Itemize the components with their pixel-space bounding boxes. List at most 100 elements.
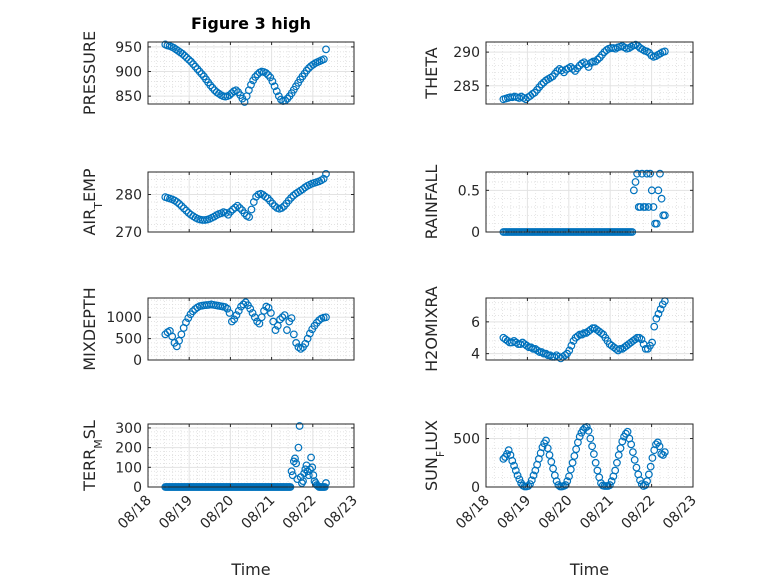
data-point: [573, 332, 582, 341]
y-tick-label: 950: [115, 40, 142, 56]
axis-ticks: [147, 42, 355, 104]
data-point: [322, 45, 330, 54]
data-point: [175, 199, 184, 208]
data-point: [182, 53, 191, 62]
y-axis-label-tail: EMP: [80, 168, 99, 202]
data-series: [161, 298, 330, 353]
data-point: [654, 309, 663, 318]
data-point: [650, 322, 659, 331]
data-point: [246, 304, 255, 313]
data-point: [660, 211, 669, 220]
data-point: [629, 186, 638, 195]
data-point: [633, 169, 642, 178]
y-tick-label: 6: [471, 315, 480, 331]
data-point: [504, 446, 513, 455]
data-point: [557, 66, 566, 75]
y-tick-label: 500: [115, 332, 142, 348]
subplot-8: 0 500 SUNFLUX: [422, 420, 694, 496]
data-point: [319, 174, 328, 183]
data-point: [206, 81, 215, 90]
data-point: [308, 463, 317, 472]
axes-box: [485, 423, 694, 488]
data-point: [287, 467, 296, 476]
y-tick-label: 300: [115, 421, 142, 437]
data-point: [245, 213, 254, 221]
data-point: [646, 169, 655, 178]
data-point: [641, 481, 650, 489]
axes-box: [485, 171, 694, 233]
subplot-1: 850 900 950 PRESSURE: [80, 31, 355, 115]
data-point: [537, 348, 546, 356]
data-point: [593, 55, 602, 64]
data-point: [515, 475, 524, 484]
y-tick-label: 4: [471, 347, 480, 363]
data-point: [538, 443, 547, 452]
data-point: [572, 445, 581, 454]
y-tick-label: 0: [471, 225, 480, 241]
y-tick-label: 500: [453, 432, 480, 448]
data-point: [253, 317, 262, 326]
data-point: [193, 65, 202, 73]
data-series: [499, 297, 669, 363]
data-point: [178, 49, 187, 58]
data-point: [656, 305, 665, 314]
data-point: [283, 94, 292, 103]
y-tick-label: 0.5: [458, 183, 480, 199]
y-tick-label: 0: [133, 353, 142, 369]
data-point: [278, 313, 287, 322]
y-tick-label: 0: [471, 480, 480, 496]
data-point: [228, 205, 237, 214]
data-point: [269, 317, 278, 326]
y-tick-label: 0: [133, 480, 142, 496]
data-point: [511, 466, 520, 475]
data-point: [633, 333, 642, 342]
data-point: [524, 482, 533, 490]
data-point: [643, 477, 652, 486]
data-point: [306, 465, 314, 474]
data-point: [593, 466, 602, 475]
data-point: [580, 329, 589, 337]
axis-ticks: [485, 424, 694, 488]
data-point: [225, 309, 234, 317]
data-point: [563, 477, 572, 486]
data-point: [208, 83, 217, 92]
data-point: [641, 203, 650, 211]
data-point: [569, 65, 577, 73]
data-point: [239, 300, 248, 309]
plot-area: [148, 298, 354, 360]
data-point: [652, 314, 661, 323]
data-point: [611, 466, 620, 475]
data-series: [499, 423, 669, 491]
data-point: [636, 203, 645, 211]
data-point: [657, 194, 666, 203]
axis-ticks: [147, 298, 355, 361]
data-point: [513, 471, 522, 480]
data-point: [307, 453, 315, 462]
data-point: [638, 169, 646, 178]
data-point: [503, 450, 511, 458]
data-point: [552, 477, 561, 486]
subplot-5: 0 500 1000 MIXDEPTH: [80, 287, 355, 371]
subplot-grid: 850 900 950 PRESSURE 285 290 THETA 270 280 AIRTEM…: [80, 31, 694, 496]
data-point: [613, 458, 621, 467]
data-point: [630, 455, 639, 464]
data-point: [277, 204, 286, 212]
y-tick-label: 100: [115, 460, 142, 476]
data-point: [584, 63, 593, 71]
data-series: [161, 169, 330, 224]
y-axis-label: TERRMSL: [80, 420, 105, 492]
y-tick-label: 290: [453, 45, 480, 61]
data-point: [180, 204, 188, 213]
data-point: [291, 454, 299, 463]
y-tick-label: 270: [115, 225, 142, 241]
y-tick-label: 900: [115, 65, 142, 81]
y-tick-label: 850: [115, 89, 142, 105]
data-point: [588, 324, 597, 333]
axis-ticks: [485, 172, 694, 233]
data-point: [197, 70, 206, 78]
y-axis-label-subscript: F: [434, 451, 447, 457]
data-point: [648, 454, 657, 462]
data-series: [161, 40, 330, 106]
data-point: [173, 198, 181, 206]
data-point: [660, 448, 669, 457]
